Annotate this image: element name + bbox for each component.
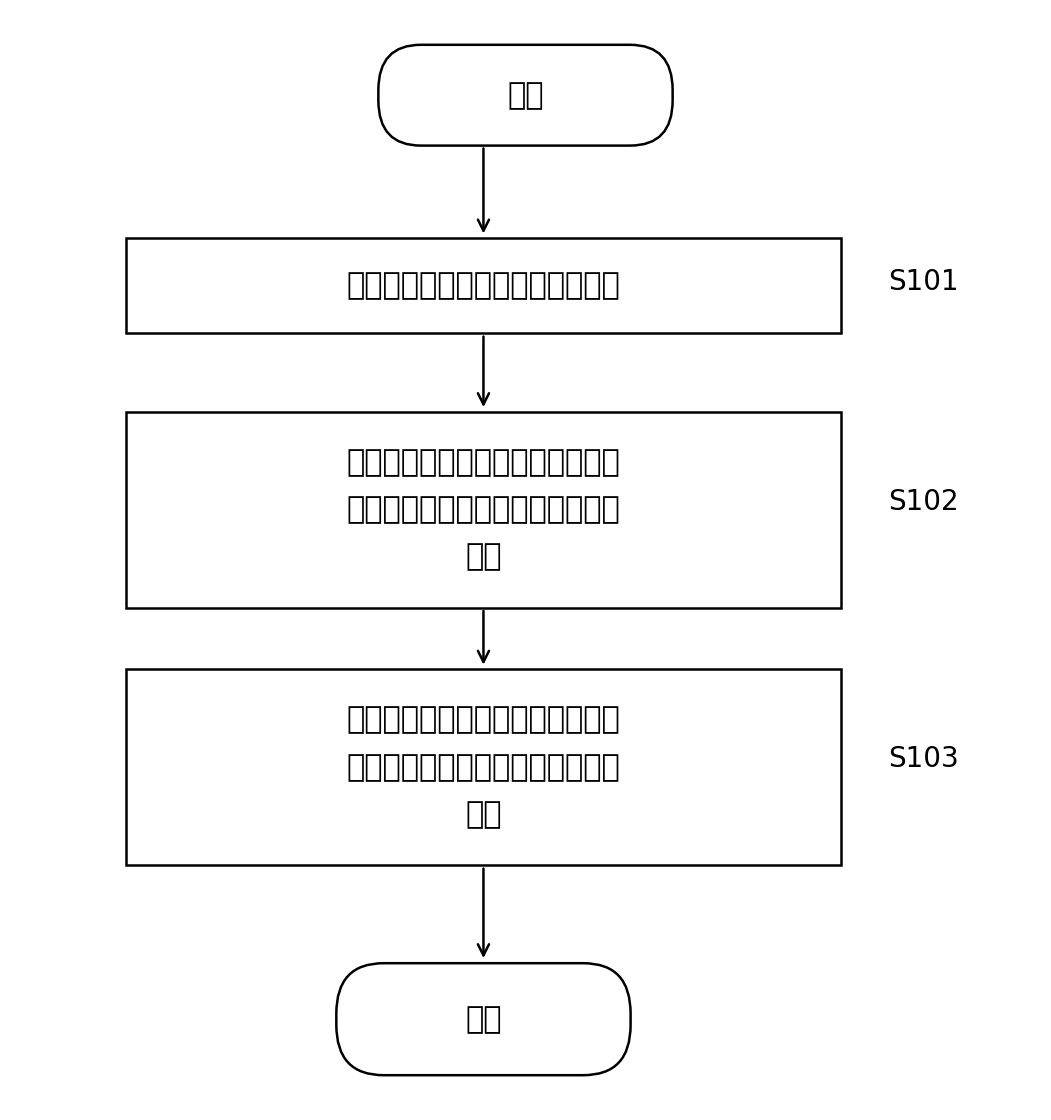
Text: 开始: 开始 <box>508 81 543 110</box>
Text: 根据学生身份信息及车辆位置信息
，识别并存储每一学生的上车位置
信息: 根据学生身份信息及车辆位置信息 ，识别并存储每一学生的上车位置 信息 <box>347 448 620 571</box>
Text: S101: S101 <box>888 269 959 297</box>
FancyBboxPatch shape <box>378 45 673 146</box>
Bar <box>126 239 841 334</box>
Text: S102: S102 <box>888 488 959 515</box>
Bar <box>126 411 841 607</box>
Text: 获取学生身份信息及车辆位置信息: 获取学生身份信息及车辆位置信息 <box>347 271 620 300</box>
Text: 结束: 结束 <box>466 1005 501 1034</box>
FancyBboxPatch shape <box>336 963 631 1075</box>
Text: 根据每一学生的上车位置信息通过
短期模式和或长期模式调整校车乘
车点: 根据每一学生的上车位置信息通过 短期模式和或长期模式调整校车乘 车点 <box>347 706 620 829</box>
Text: S103: S103 <box>888 746 959 773</box>
Bar <box>126 670 841 865</box>
